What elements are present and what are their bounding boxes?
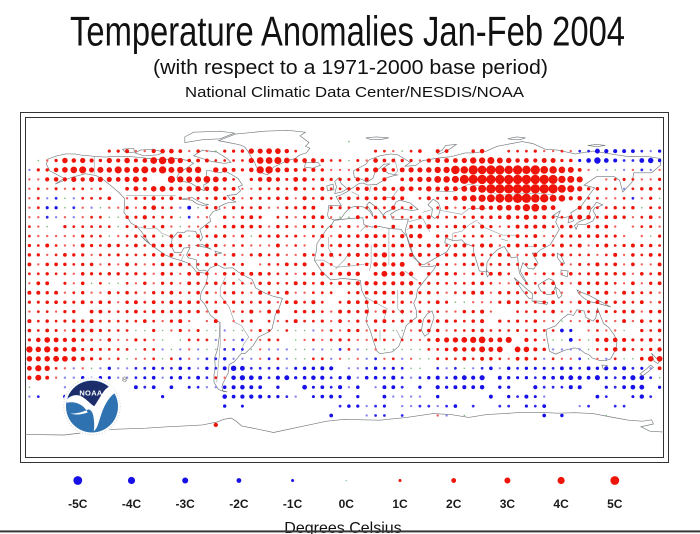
- svg-text:Temperature Anomalies Jan-Feb: Temperature Anomalies Jan-Feb 2004: [70, 8, 625, 55]
- svg-text:2C: 2C: [446, 497, 462, 511]
- svg-text:5C: 5C: [607, 497, 623, 511]
- svg-text:3C: 3C: [500, 497, 516, 511]
- svg-text:4C: 4C: [553, 497, 569, 511]
- svg-text:-1C: -1C: [283, 497, 303, 511]
- svg-text:(with respect to a 1971-2000 b: (with respect to a 1971-2000 base period…: [153, 57, 548, 79]
- svg-text:-3C: -3C: [176, 497, 196, 511]
- svg-text:®: ®: [122, 376, 128, 384]
- svg-text:1C: 1C: [392, 497, 408, 511]
- svg-text:-4C: -4C: [122, 497, 142, 511]
- svg-text:-5C: -5C: [68, 497, 88, 511]
- svg-text:NOAA: NOAA: [79, 389, 103, 398]
- svg-text:-2C: -2C: [229, 497, 249, 511]
- svg-text:0C: 0C: [339, 497, 355, 511]
- svg-text:National Climatic Data Center/: National Climatic Data Center/NESDIS/NOA…: [185, 85, 524, 101]
